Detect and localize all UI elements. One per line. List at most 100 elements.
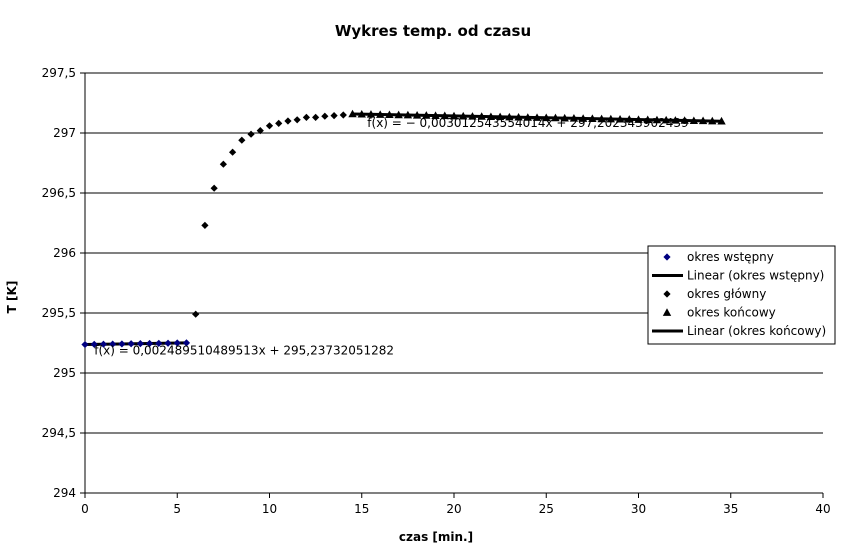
y-tick-label: 294,5 <box>42 426 76 440</box>
data-point <box>238 136 246 144</box>
data-point <box>505 112 514 121</box>
data-point <box>459 111 468 120</box>
trend-equation: f(x) = − 0,003012543554014x + 297,202343… <box>367 116 688 130</box>
x-tick-label: 0 <box>81 502 89 516</box>
trendlines <box>84 112 722 347</box>
axes <box>80 72 824 498</box>
data-point <box>321 112 329 120</box>
data-point <box>201 221 209 229</box>
data-point <box>348 109 357 118</box>
data-point <box>514 112 523 121</box>
legend-label: okres końcowy <box>687 306 776 320</box>
legend-label: Linear (okres końcowy) <box>687 324 826 338</box>
data-point <box>671 116 680 124</box>
x-axis-title: czas [min.] <box>399 530 473 544</box>
x-tick-label: 5 <box>173 502 181 516</box>
legend: okres wstępny Linear (okres wstępny) okres… <box>647 245 836 345</box>
data-point <box>385 110 394 118</box>
data-point <box>698 116 708 125</box>
data-point <box>542 113 551 122</box>
data-point <box>661 115 671 124</box>
y-tick-label: 294 <box>53 486 76 500</box>
data-point <box>477 112 486 120</box>
data-point <box>708 116 717 125</box>
data-point <box>606 114 616 123</box>
data-point <box>431 111 440 119</box>
data-point <box>569 114 579 122</box>
data-point <box>578 114 588 122</box>
data-point <box>109 340 117 348</box>
data-point <box>219 160 227 168</box>
data-point <box>422 111 431 119</box>
chart-title: Wykres temp. od czasu <box>335 22 531 40</box>
trend-equation: f(x) = 0,002489510489513x + 295,23732051… <box>94 343 394 357</box>
y-tick-label: 296,5 <box>42 186 76 200</box>
x-tick-label: 30 <box>631 502 646 516</box>
data-point <box>164 339 172 347</box>
data-point <box>256 127 264 135</box>
data-point <box>551 113 560 122</box>
data-point <box>486 112 496 121</box>
y-tick-label: 295,5 <box>42 306 76 320</box>
legend-triangle-swatch <box>662 308 672 316</box>
data-point <box>302 113 310 121</box>
data-point <box>597 114 606 123</box>
data-point <box>376 110 385 118</box>
y-tick-label: 295 <box>53 366 76 380</box>
data-point <box>182 339 191 347</box>
x-tick-label: 40 <box>815 502 830 516</box>
x-tick-label: 35 <box>723 502 738 516</box>
data-point <box>192 310 200 318</box>
data-point <box>210 184 218 192</box>
annotations: f(x) = 0,002489510489513x + 295,23732051… <box>94 116 688 357</box>
data-point <box>81 340 89 349</box>
data-point <box>90 340 98 348</box>
data-point <box>330 112 338 120</box>
legend-label: Linear (okres wstępny) <box>687 269 824 283</box>
y-tick-label: 297 <box>53 126 76 140</box>
data-point <box>440 111 449 120</box>
legend-label: okres główny <box>687 287 766 301</box>
data-points <box>81 109 726 349</box>
data-point <box>634 115 643 123</box>
data-point <box>118 340 126 348</box>
data-point <box>680 116 689 124</box>
x-tick-label: 20 <box>446 502 461 516</box>
data-point <box>173 339 181 347</box>
x-tick-label: 15 <box>354 502 369 516</box>
data-point <box>412 111 422 119</box>
data-point <box>495 112 505 121</box>
data-point <box>643 115 652 124</box>
data-point <box>357 109 366 118</box>
legend-label: okres wstępny <box>687 250 774 264</box>
data-point <box>127 340 135 348</box>
data-point <box>284 117 292 125</box>
tick-labels: 294 294,5 295 295,5 296 296,5 297 297,5 0 5 10 15 20… <box>42 66 831 516</box>
data-point <box>588 114 597 122</box>
data-point <box>247 130 255 138</box>
data-point <box>689 116 699 124</box>
legend-diamond-swatch <box>663 290 671 298</box>
data-point <box>615 115 625 123</box>
data-point <box>265 122 274 130</box>
data-point <box>275 119 283 127</box>
y-tick-label: 296 <box>53 246 76 260</box>
data-point <box>625 115 634 123</box>
x-tick-label: 25 <box>539 502 554 516</box>
data-point <box>366 110 376 118</box>
data-point <box>312 113 320 121</box>
data-point <box>136 340 144 348</box>
data-point <box>229 148 237 156</box>
legend-box <box>647 245 836 345</box>
data-point <box>532 113 542 121</box>
data-point <box>293 116 301 124</box>
data-point <box>145 339 154 348</box>
data-point <box>652 115 662 124</box>
data-point <box>99 340 108 348</box>
data-point <box>560 113 569 122</box>
data-point <box>523 113 532 121</box>
data-point <box>155 339 163 347</box>
x-tick-label: 10 <box>262 502 277 516</box>
legend-diamond-swatch <box>663 253 671 261</box>
